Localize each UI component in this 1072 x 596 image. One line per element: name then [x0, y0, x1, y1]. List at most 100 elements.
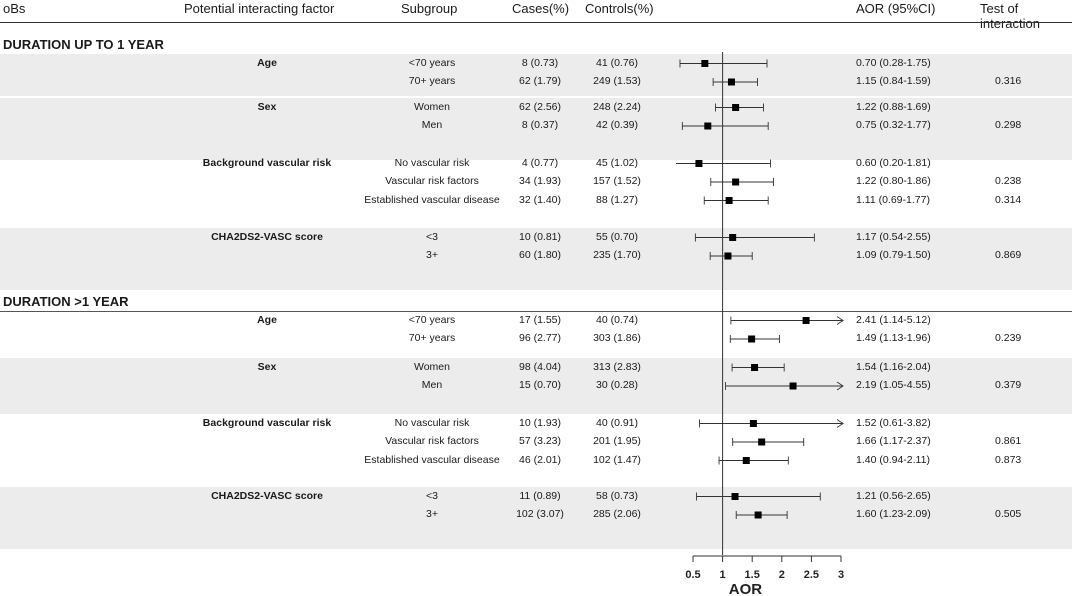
aor-value: 0.70 (0.28-1.75): [856, 56, 931, 69]
interaction-p-value: 0.238: [995, 175, 1022, 187]
cases-value: 32 (1.40): [518, 193, 562, 206]
interaction-p-value: 0.379: [995, 379, 1022, 391]
cases-value: 8 (0.73): [521, 56, 559, 69]
subgroup-label: Men: [421, 379, 443, 391]
controls-value: 41 (0.76): [595, 56, 639, 69]
subgroup-label: <70 years: [408, 313, 456, 326]
cases-value: 60 (1.80): [518, 249, 562, 261]
point-estimate: [704, 122, 712, 130]
controls-value: 45 (1.02): [595, 156, 639, 169]
cases-value: 102 (3.07): [516, 508, 564, 520]
cases-value: 15 (0.70): [518, 379, 562, 391]
point-estimate: [732, 104, 740, 111]
aor-value: 1.54 (1.16-2.04): [856, 360, 931, 373]
controls-value: 30 (0.28): [595, 379, 639, 391]
aor-value: 2.19 (1.05-4.55): [856, 379, 931, 391]
factor-label: Background vascular risk: [202, 156, 332, 169]
subgroup-label: Established vascular disease: [364, 453, 500, 466]
point-estimate: [727, 78, 735, 86]
section-divider: [0, 311, 1072, 312]
controls-value: 102 (1.47): [593, 453, 641, 466]
interaction-p-value: 0.298: [995, 119, 1022, 131]
x-tick-label: 2: [779, 569, 785, 581]
subgroup-label: 3+: [426, 249, 438, 261]
cases-value: 34 (1.93): [518, 175, 562, 187]
point-estimate: [731, 493, 739, 500]
header-interaction: Test of interaction: [980, 1, 1040, 31]
aor-value: 0.60 (0.20-1.81): [856, 156, 931, 169]
header-aor: AOR (95%CI): [856, 1, 936, 16]
group-band: [0, 228, 1072, 290]
point-estimate: [695, 160, 703, 167]
factor-label: Age: [257, 313, 277, 326]
aor-value: 1.17 (0.54-2.55): [856, 230, 931, 243]
controls-value: 235 (1.70): [593, 249, 641, 261]
x-tick-label: 1.5: [745, 569, 760, 581]
interaction-p-value: 0.316: [995, 75, 1022, 87]
cases-value: 62 (2.56): [518, 100, 562, 113]
header-divider: [0, 22, 1072, 23]
factor-label: Age: [257, 56, 277, 69]
x-tick-label: 1: [720, 569, 726, 581]
controls-value: 303 (1.86): [593, 332, 641, 344]
cases-value: 8 (0.37): [521, 119, 559, 131]
x-axis-title: AOR: [729, 581, 763, 596]
section-title: DURATION >1 YEAR: [3, 294, 129, 309]
cases-value: 4 (0.77): [521, 156, 559, 169]
aor-value: 1.21 (0.56-2.65): [856, 489, 931, 502]
aor-value: 2.41 (1.14-5.12): [856, 313, 931, 326]
subgroup-label: Vascular risk factors: [385, 175, 479, 187]
interaction-p-value: 0.869: [995, 249, 1022, 261]
factor-label: Background vascular risk: [202, 416, 332, 429]
header-subgroup: Subgroup: [401, 1, 458, 16]
cases-value: 17 (1.55): [518, 313, 562, 326]
header-controls: Controls(%): [585, 1, 654, 16]
cases-value: 11 (0.89): [519, 489, 561, 502]
point-estimate: [758, 438, 766, 446]
aor-value: 0.75 (0.32-1.77): [856, 119, 931, 131]
ci-arrow-right: [836, 316, 844, 325]
cases-value: 62 (1.79): [518, 75, 562, 87]
controls-value: 248 (2.24): [593, 100, 641, 113]
point-estimate: [749, 420, 757, 427]
point-estimate: [754, 511, 762, 519]
interaction-p-value: 0.239: [995, 332, 1022, 344]
controls-value: 201 (1.95): [593, 435, 641, 447]
aor-value: 1.66 (1.17-2.37): [856, 435, 931, 447]
controls-value: 249 (1.53): [593, 75, 641, 87]
header-cases: Cases(%): [512, 1, 570, 16]
interaction-p-value: 0.505: [995, 508, 1022, 520]
point-estimate: [701, 60, 709, 67]
section-title: DURATION UP TO 1 YEAR: [3, 37, 164, 52]
controls-value: 42 (0.39): [595, 119, 639, 131]
group-band: [0, 487, 1072, 549]
aor-value: 1.15 (0.84-1.59): [856, 75, 931, 87]
aor-value: 1.40 (0.94-2.11): [856, 453, 930, 466]
controls-value: 55 (0.70): [595, 230, 639, 243]
cases-value: 10 (0.81): [518, 230, 562, 243]
controls-value: 88 (1.27): [595, 193, 639, 206]
cases-value: 98 (4.04): [518, 360, 562, 373]
controls-value: 40 (0.74): [595, 313, 639, 326]
subgroup-label: 3+: [426, 508, 438, 520]
interaction-p-value: 0.314: [995, 193, 1022, 206]
subgroup-label: Women: [414, 360, 450, 373]
point-estimate: [732, 178, 740, 186]
factor-label: CHA2DS2-VASC score: [211, 230, 323, 243]
aor-value: 1.22 (0.80-1.86): [856, 175, 931, 187]
controls-value: 40 (0.91): [595, 416, 639, 429]
controls-value: 58 (0.73): [595, 489, 639, 502]
ci-arrow-right: [836, 419, 844, 428]
group-band: [0, 358, 1072, 414]
header-factor: Potential interacting factor: [184, 1, 335, 16]
point-estimate: [802, 317, 810, 324]
interaction-p-value: 0.873: [995, 453, 1022, 466]
subgroup-label: Women: [414, 100, 450, 113]
point-estimate: [751, 364, 759, 371]
subgroup-label: Men: [421, 119, 443, 131]
interaction-p-value: 0.861: [995, 435, 1022, 447]
subgroup-label: <3: [426, 489, 438, 502]
subgroup-label: Vascular risk factors: [385, 435, 479, 447]
cases-value: 96 (2.77): [518, 332, 562, 344]
subgroup-label: No vascular risk: [394, 156, 470, 169]
